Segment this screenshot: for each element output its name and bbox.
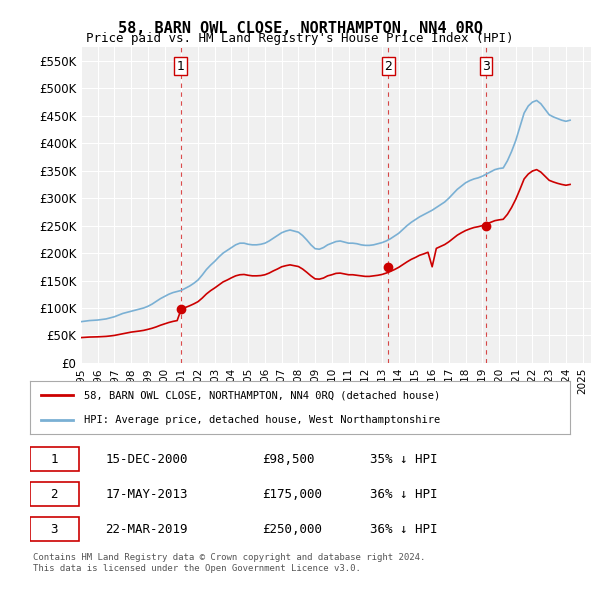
Text: 36% ↓ HPI: 36% ↓ HPI [370,523,438,536]
Text: 3: 3 [50,523,58,536]
Text: 2: 2 [385,60,392,73]
Text: 3: 3 [482,60,490,73]
Text: 35% ↓ HPI: 35% ↓ HPI [370,453,438,466]
Text: 1: 1 [50,453,58,466]
FancyBboxPatch shape [30,447,79,471]
Text: £175,000: £175,000 [262,487,322,501]
Text: £98,500: £98,500 [262,453,314,466]
Text: HPI: Average price, detached house, West Northamptonshire: HPI: Average price, detached house, West… [84,415,440,425]
Text: 1: 1 [176,60,185,73]
FancyBboxPatch shape [30,517,79,541]
Text: 15-DEC-2000: 15-DEC-2000 [106,453,188,466]
Text: 58, BARN OWL CLOSE, NORTHAMPTON, NN4 0RQ: 58, BARN OWL CLOSE, NORTHAMPTON, NN4 0RQ [118,21,482,35]
Text: Price paid vs. HM Land Registry's House Price Index (HPI): Price paid vs. HM Land Registry's House … [86,32,514,45]
Text: £250,000: £250,000 [262,523,322,536]
Text: 36% ↓ HPI: 36% ↓ HPI [370,487,438,501]
FancyBboxPatch shape [30,482,79,506]
Text: 58, BARN OWL CLOSE, NORTHAMPTON, NN4 0RQ (detached house): 58, BARN OWL CLOSE, NORTHAMPTON, NN4 0RQ… [84,391,440,401]
Text: 17-MAY-2013: 17-MAY-2013 [106,487,188,501]
Text: 2: 2 [50,487,58,501]
Text: Contains HM Land Registry data © Crown copyright and database right 2024.
This d: Contains HM Land Registry data © Crown c… [33,553,425,573]
Text: 22-MAR-2019: 22-MAR-2019 [106,523,188,536]
